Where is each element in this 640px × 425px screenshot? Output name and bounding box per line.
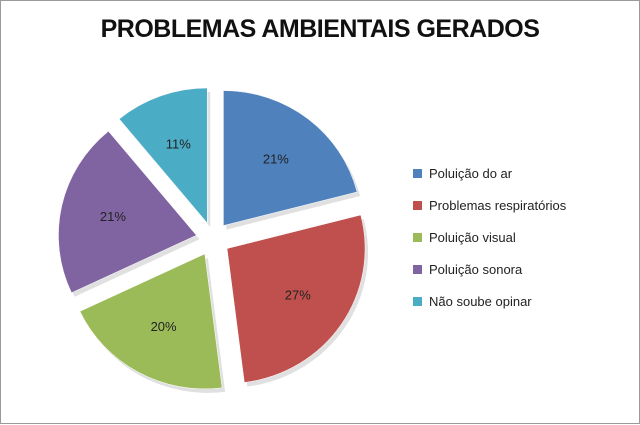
- legend-item-poluicao-do-ar: Poluição do ar: [413, 165, 566, 181]
- legend-label: Poluição sonora: [429, 261, 523, 277]
- chart-title: PROBLEMAS AMBIENTAIS GERADOS: [100, 15, 540, 43]
- legend-item-poluicao-visual: Poluição visual: [413, 229, 566, 245]
- legend-item-poluicao-sonora: Poluição sonora: [413, 261, 566, 277]
- legend-label: Poluição visual: [429, 229, 516, 245]
- legend-swatch: [413, 264, 422, 274]
- pie-slice-poluicao-do-ar: [223, 90, 358, 226]
- pie-slice-poluicao-visual: [79, 253, 223, 390]
- data-label-poluicao-do-ar: 21%: [263, 151, 289, 166]
- legend-label: Problemas respiratórios: [429, 197, 567, 213]
- legend-label: Poluição do ar: [429, 165, 513, 181]
- data-label-poluicao-visual: 20%: [151, 319, 177, 334]
- legend-label: Não soube opinar: [429, 293, 532, 309]
- legend-swatch: [413, 168, 422, 178]
- legend-swatch: [413, 232, 422, 242]
- legend-item-nao-soube-opinar: Não soube opinar: [413, 293, 566, 309]
- pie-slice-poluicao-sonora: [58, 130, 197, 294]
- pie-slice-problemas-respiratorios: [226, 214, 366, 383]
- data-label-nao-soube-opinar: 11%: [166, 136, 191, 151]
- legend-swatch: [413, 200, 422, 210]
- legend-swatch: [413, 296, 422, 306]
- data-label-poluicao-sonora: 21%: [100, 209, 126, 224]
- chart-legend: Poluição do ar Problemas respiratórios Pol…: [413, 165, 566, 325]
- pie-slice-nao-soube-opinar: [118, 87, 208, 224]
- legend-item-problemas-respiratorios: Problemas respiratórios: [413, 197, 566, 213]
- data-label-problemas-respiratorios: 27%: [285, 288, 311, 303]
